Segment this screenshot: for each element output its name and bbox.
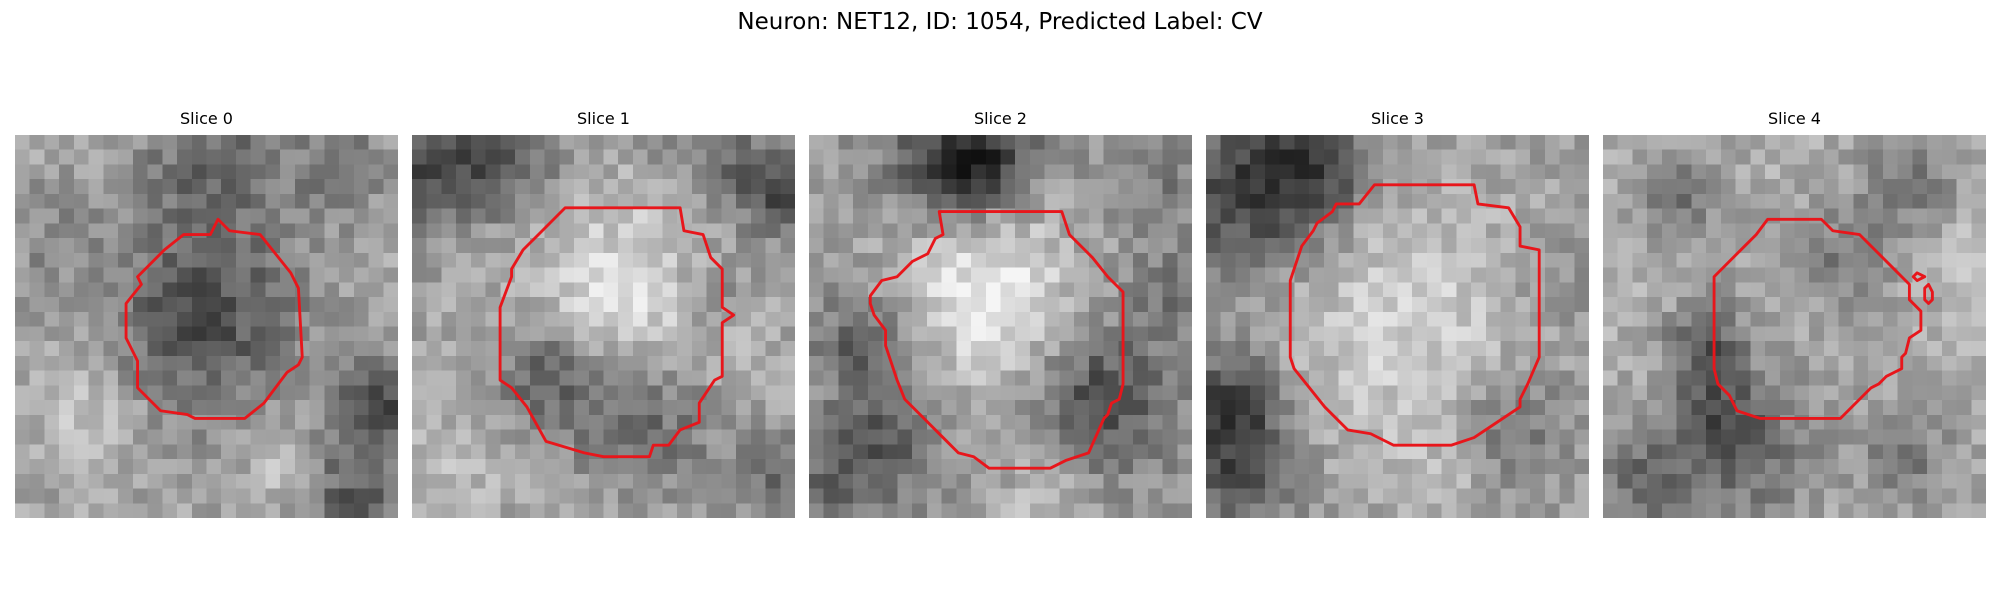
- figure-title: Neuron: NET12, ID: 1054, Predicted Label…: [0, 8, 2000, 36]
- slice-image-3: [1206, 135, 1589, 518]
- slice-title-3: Slice 3: [1206, 108, 1589, 130]
- slice-image-0: [15, 135, 398, 518]
- slice-panel-2: Slice 2: [809, 108, 1192, 518]
- slice-panel-0: Slice 0: [15, 108, 398, 518]
- slice-panel-1: Slice 1: [412, 108, 795, 518]
- slice-title-4: Slice 4: [1603, 108, 1986, 130]
- slice-title-2: Slice 2: [809, 108, 1192, 130]
- slice-image-1: [412, 135, 795, 518]
- slice-panel-4: Slice 4: [1603, 108, 1986, 518]
- slice-title-0: Slice 0: [15, 108, 398, 130]
- slice-panel-3: Slice 3: [1206, 108, 1589, 518]
- slice-image-2: [809, 135, 1192, 518]
- slice-title-1: Slice 1: [412, 108, 795, 130]
- slice-image-4: [1603, 135, 1986, 518]
